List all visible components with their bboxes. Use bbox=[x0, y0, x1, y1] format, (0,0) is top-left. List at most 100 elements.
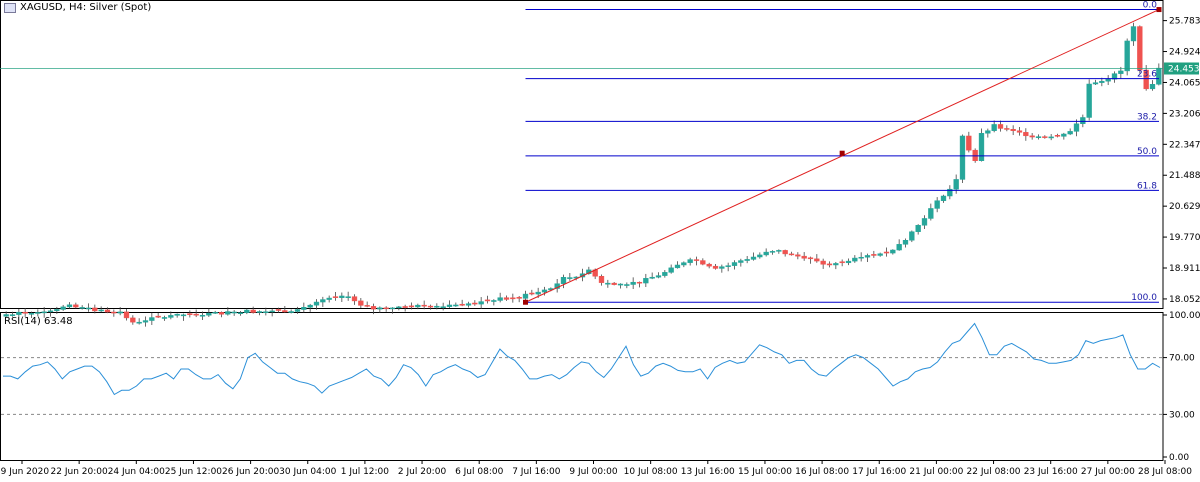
candle bbox=[731, 260, 738, 270]
candle-body bbox=[687, 259, 693, 263]
candle-body bbox=[763, 251, 769, 256]
candle bbox=[275, 307, 282, 313]
candle-body bbox=[497, 297, 503, 301]
candle bbox=[408, 302, 415, 310]
candle bbox=[807, 256, 814, 264]
candle-body bbox=[282, 310, 288, 313]
candle bbox=[54, 306, 60, 314]
candle-body bbox=[1029, 135, 1035, 138]
candle bbox=[510, 293, 516, 303]
candle-body bbox=[1124, 40, 1130, 72]
candle bbox=[9, 311, 16, 317]
candle-body bbox=[1048, 136, 1054, 139]
time-tick-label: 6 Jul 08:00 bbox=[455, 467, 504, 477]
candle-body bbox=[1061, 133, 1067, 137]
candle bbox=[155, 312, 161, 319]
price-tick-label: 21.488 bbox=[1169, 171, 1200, 181]
candle bbox=[757, 252, 763, 259]
candle bbox=[909, 230, 915, 243]
candle bbox=[180, 313, 187, 321]
candle bbox=[1029, 133, 1035, 140]
candle bbox=[1130, 22, 1137, 46]
candle-body bbox=[130, 317, 136, 323]
price-tick-label: 23.206 bbox=[1169, 109, 1200, 119]
candle bbox=[852, 255, 858, 263]
candle-body bbox=[915, 225, 921, 232]
rsi-tick-label: 0.00 bbox=[1169, 453, 1189, 463]
price-tick-label: 18.052 bbox=[1169, 295, 1200, 305]
candle bbox=[440, 302, 446, 311]
candle-body bbox=[275, 309, 282, 311]
candle bbox=[845, 258, 852, 266]
candle-body bbox=[959, 135, 966, 180]
candle-body bbox=[168, 315, 174, 318]
trend-anchor-point bbox=[839, 150, 845, 156]
candle-body bbox=[966, 135, 972, 151]
candle-body bbox=[389, 307, 396, 310]
candle bbox=[427, 304, 434, 310]
candle bbox=[560, 274, 567, 289]
candle bbox=[643, 273, 649, 288]
trend-anchor-point bbox=[1156, 7, 1162, 13]
candle-body bbox=[510, 297, 516, 300]
candle bbox=[111, 309, 117, 317]
candle bbox=[788, 251, 795, 256]
candle-body bbox=[85, 307, 92, 310]
candle bbox=[3, 311, 9, 318]
candle-body bbox=[1105, 78, 1111, 82]
candle-body bbox=[117, 311, 123, 314]
trend-line bbox=[525, 9, 1160, 303]
candle bbox=[244, 308, 250, 315]
candle bbox=[389, 307, 396, 314]
candle-body bbox=[522, 293, 529, 299]
time-tick-label: 17 Jul 16:00 bbox=[852, 467, 906, 477]
candle bbox=[351, 294, 358, 305]
candle bbox=[611, 282, 617, 286]
candle bbox=[123, 309, 130, 321]
time-tick-label: 21 Jul 00:00 bbox=[909, 467, 963, 477]
candle-body bbox=[180, 314, 187, 317]
candle bbox=[940, 194, 947, 203]
candle-body bbox=[985, 130, 991, 134]
candle bbox=[98, 306, 104, 313]
candle-body bbox=[364, 305, 370, 307]
candle-body bbox=[630, 281, 636, 285]
candle-body bbox=[92, 307, 98, 312]
candle-body bbox=[611, 282, 617, 285]
candle bbox=[871, 250, 877, 258]
candle bbox=[484, 295, 491, 304]
candle bbox=[465, 301, 472, 308]
time-tick-label: 28 Jul 08:00 bbox=[1138, 467, 1192, 477]
candle bbox=[1061, 132, 1067, 140]
candle-body bbox=[54, 309, 60, 312]
time-tick-label: 25 Jun 12:00 bbox=[165, 467, 222, 477]
fib-level-label: 38.2 bbox=[1137, 112, 1157, 122]
candle bbox=[649, 272, 655, 280]
candle bbox=[1124, 38, 1130, 76]
chart-title: XAGUSD, H4: Silver (Spot) bbox=[4, 2, 151, 13]
candle-body bbox=[1130, 26, 1137, 42]
time-tick-label: 26 Jun 20:00 bbox=[222, 467, 279, 477]
candle bbox=[738, 258, 744, 267]
candle-body bbox=[643, 278, 649, 284]
candle bbox=[383, 306, 389, 312]
candle-body bbox=[807, 257, 814, 260]
candle-body bbox=[35, 312, 41, 314]
candle-body bbox=[750, 256, 757, 260]
candle bbox=[959, 134, 966, 184]
candle bbox=[446, 300, 453, 308]
candle bbox=[1042, 135, 1048, 139]
candle bbox=[41, 307, 47, 318]
candle bbox=[668, 264, 674, 274]
candle bbox=[294, 306, 301, 314]
candle bbox=[421, 300, 427, 310]
candle bbox=[921, 215, 928, 230]
candle-body bbox=[1080, 117, 1086, 124]
candle bbox=[16, 308, 22, 318]
time-tick-label: 23 Jul 16:00 bbox=[1024, 467, 1078, 477]
candle-body bbox=[9, 314, 16, 316]
time-tick-label: 30 Jun 04:00 bbox=[279, 467, 336, 477]
candle-body bbox=[852, 257, 858, 262]
candle bbox=[700, 258, 706, 266]
